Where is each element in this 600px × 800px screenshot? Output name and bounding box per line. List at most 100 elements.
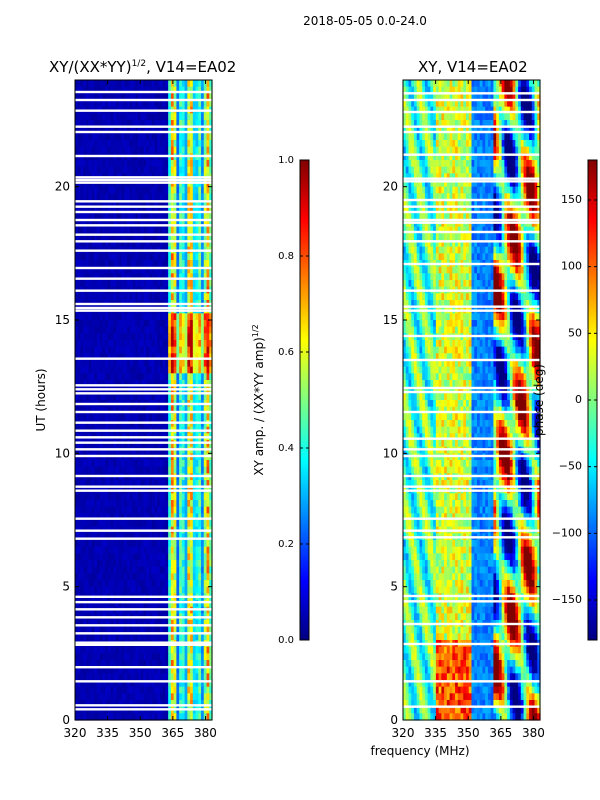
amp-cell: [151, 353, 156, 361]
amp-cell: [201, 546, 205, 554]
amp-cell: [187, 626, 191, 634]
amp-cell: [138, 460, 142, 468]
amp-cell: [107, 353, 112, 361]
amp-cell: [124, 346, 128, 354]
amp-cell: [198, 653, 202, 661]
amp-cell: [168, 513, 172, 521]
amp-cell: [75, 633, 79, 641]
amp-cell: [148, 113, 153, 121]
phase-cell: [507, 80, 511, 88]
amp-cell: [110, 480, 114, 488]
amp-cell: [146, 620, 150, 628]
amp-cell: [105, 393, 109, 401]
amp-cell: [140, 560, 145, 568]
amp-cell: [77, 540, 82, 548]
amp-cell: [118, 126, 123, 134]
amp-cell: [85, 213, 90, 221]
amp-cell: [187, 233, 191, 241]
amp-cell: [206, 460, 210, 468]
amp-cell: [173, 360, 177, 368]
amp-cell: [165, 620, 169, 628]
amp-cell: [140, 633, 145, 641]
amp-cell: [94, 693, 98, 701]
amp-cell: [146, 393, 150, 401]
amp-cell: [77, 240, 82, 248]
amp-cell: [105, 146, 109, 154]
phase-cell: [537, 80, 541, 88]
amp-cell: [129, 666, 134, 674]
amp-cell: [148, 540, 153, 548]
amp-cell: [170, 500, 175, 508]
amp-cell: [88, 686, 93, 694]
amp-cell: [203, 506, 208, 514]
amp-cell: [168, 126, 172, 134]
amp-cell: [148, 500, 153, 508]
amp-cell: [127, 713, 131, 721]
amp-cell: [179, 413, 183, 421]
amp-cell: [96, 686, 101, 694]
amp-cell: [201, 413, 205, 421]
amp-cell: [143, 520, 147, 528]
amp-cell: [209, 353, 213, 361]
amp-cell: [127, 546, 131, 554]
amp-cell: [190, 373, 194, 381]
amp-cell: [173, 700, 177, 708]
amp-cell: [190, 546, 194, 554]
amp-cell: [127, 373, 131, 381]
amp-cell: [83, 513, 87, 521]
amp-cell: [80, 700, 84, 708]
amp-cell: [75, 160, 79, 168]
amp-cell: [209, 540, 213, 548]
amp-cell: [116, 86, 120, 94]
amp-cell: [148, 133, 153, 141]
amp-cell: [157, 200, 161, 208]
amp-cell: [105, 713, 109, 721]
amp-cell: [85, 393, 90, 401]
amp-cell: [107, 546, 112, 554]
amp-cell: [91, 360, 95, 368]
amp-data-gap: [75, 130, 212, 134]
amp-cell: [184, 493, 188, 501]
amp-cell: [88, 546, 93, 554]
amp-cell: [165, 480, 169, 488]
amp-cell: [85, 226, 90, 234]
amp-cell: [132, 193, 136, 201]
amp-cell: [121, 233, 125, 241]
amp-cell: [124, 700, 128, 708]
amp-cell: [162, 560, 167, 568]
amp-data-gap: [75, 302, 212, 306]
amp-cell: [165, 166, 169, 174]
amp-cell: [94, 660, 98, 668]
amp-cell: [110, 646, 114, 654]
amp-cell: [113, 280, 117, 288]
amp-cell: [181, 260, 186, 268]
amp-cell: [198, 660, 202, 668]
amp-cell: [110, 113, 114, 121]
amp-cell: [151, 480, 156, 488]
amp-cell: [146, 666, 150, 674]
amp-cell: [187, 226, 191, 234]
amp-cell: [88, 513, 93, 521]
amp-cell: [206, 133, 210, 141]
amp-cell: [116, 353, 120, 361]
amp-cell: [201, 493, 205, 501]
amp-cell: [162, 80, 167, 88]
amp-cell: [195, 213, 199, 221]
amp-cell: [192, 626, 197, 634]
amp-cell: [187, 333, 191, 341]
amp-cell: [140, 380, 145, 388]
amp-cell: [94, 366, 98, 374]
amp-cell: [88, 266, 93, 274]
amp-cell: [146, 466, 150, 474]
amp-cell: [140, 233, 145, 241]
amp-frame: [74, 79, 213, 721]
amp-cell: [107, 713, 112, 721]
amp-cell: [209, 573, 213, 581]
amp-cell: [105, 660, 109, 668]
amp-cell: [187, 253, 191, 261]
amp-cell: [176, 653, 180, 661]
amp-cell: [170, 646, 175, 654]
amp-cell: [148, 686, 153, 694]
amp-cell: [138, 313, 142, 321]
amp-cell: [127, 313, 131, 321]
